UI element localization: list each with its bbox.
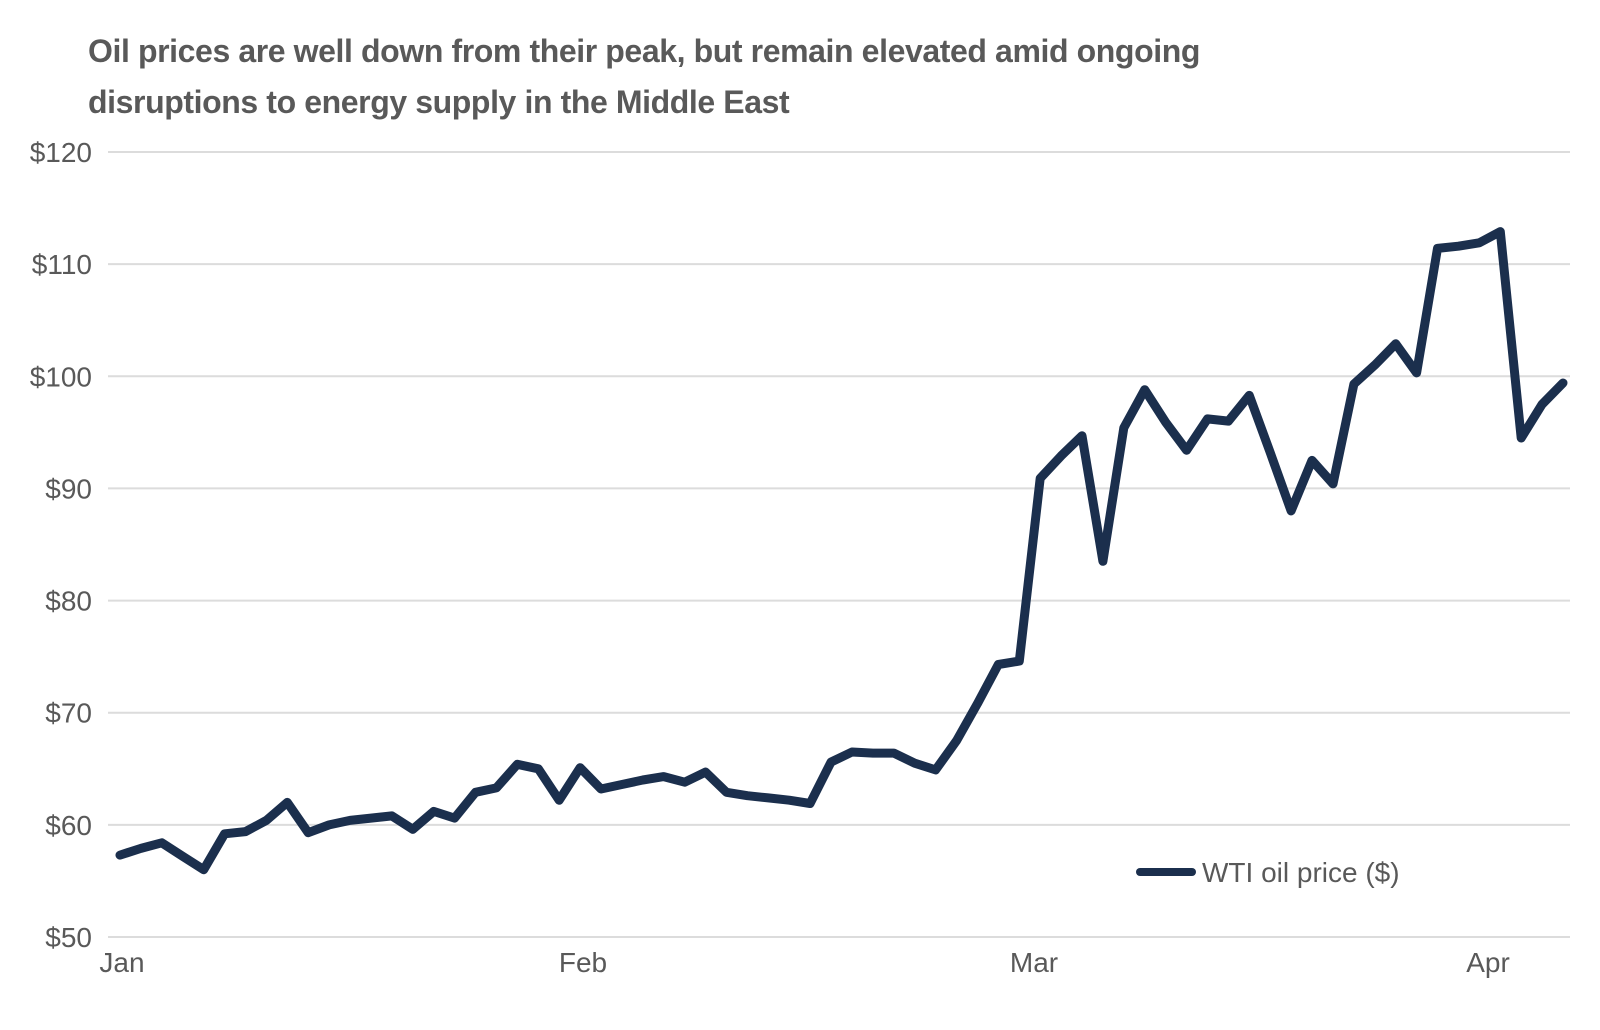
wti-price-series-line [115,227,1568,875]
y-tick-label: $70 [45,698,92,729]
y-tick-label: $100 [30,361,92,392]
chart-title: Oil prices are well down from their peak… [88,33,1200,120]
x-axis-labels-group: Jan Feb Mar Apr [99,947,1509,978]
gridlines-group [108,151,1570,938]
y-tick-label: $60 [45,810,92,841]
x-tick-label: Mar [1010,947,1058,978]
x-tick-label: Apr [1466,947,1510,978]
legend: WTI oil price ($) [1136,857,1400,888]
y-tick-label: $50 [45,922,92,953]
y-tick-label: $90 [45,473,92,504]
y-tick-label: $110 [32,249,92,280]
x-tick-label: Feb [559,947,607,978]
y-tick-label: $120 [30,137,92,168]
legend-label: WTI oil price ($) [1202,857,1400,888]
y-tick-label: $80 [45,586,92,617]
y-axis-labels-group: $50 $60 $70 $80 $90 $100 $110 $120 [30,137,92,953]
x-tick-label: Jan [99,947,144,978]
series-group [115,227,1568,875]
